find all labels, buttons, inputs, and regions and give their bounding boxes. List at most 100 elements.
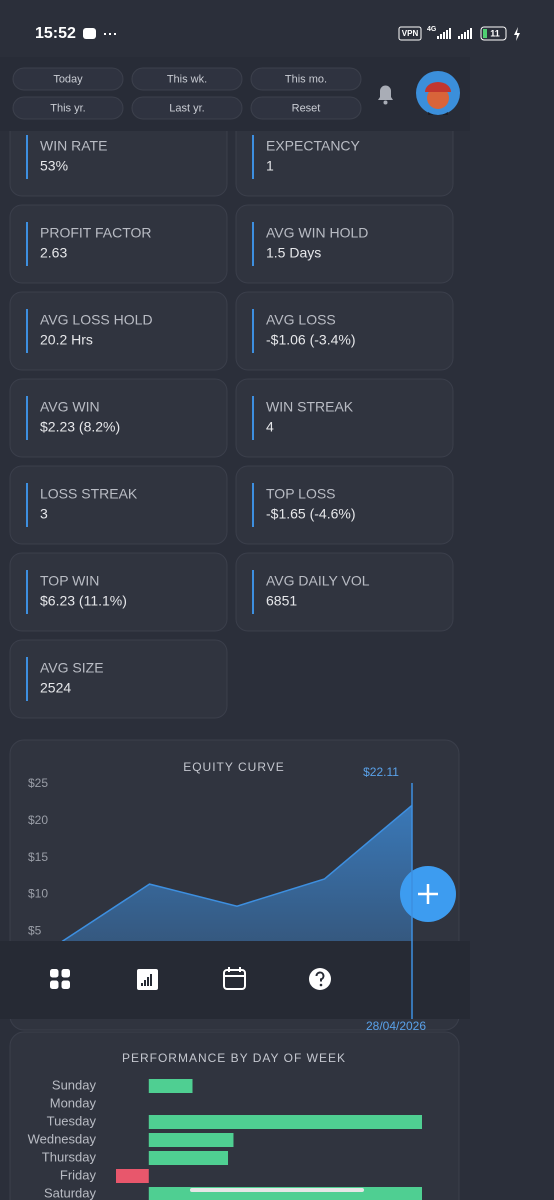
filter-button[interactable]: Reset — [250, 96, 362, 120]
performance-card: PERFORMANCE BY DAY OF WEEK Sunday Monday T… — [9, 1031, 460, 1200]
pill — [250, 96, 362, 120]
pill — [12, 96, 124, 120]
home-indicator — [190, 1188, 364, 1192]
tooltip-date: 28/04/2026 — [366, 1019, 426, 1033]
pill — [250, 67, 362, 91]
stat-value: 1 — [266, 158, 274, 174]
card — [235, 204, 454, 284]
accent-bar — [252, 570, 254, 614]
battery-level — [483, 29, 487, 38]
filter-label: Last yr. — [169, 102, 204, 114]
icon — [61, 969, 70, 978]
y-tick-label: $10 — [28, 887, 48, 901]
accent-bar — [252, 222, 254, 266]
filter-header: Today This wk. This mo. This yr. Last yr. Res… — [0, 57, 470, 131]
stat-card: AVG LOSS HOLD 20.2 Hrs — [9, 291, 228, 371]
card — [9, 465, 228, 545]
filter-label: This yr. — [50, 102, 85, 114]
icon — [50, 969, 59, 978]
stat-label: AVG WIN HOLD — [266, 225, 368, 241]
category-label: Thursday — [42, 1149, 97, 1164]
calendar-tab[interactable] — [223, 967, 246, 990]
stat-value: -$1.65 (-4.6%) — [266, 506, 355, 522]
icon — [141, 974, 152, 986]
filter-button[interactable]: This yr. — [12, 96, 124, 120]
y-tick-label: $5 — [28, 923, 42, 937]
bell-icon — [378, 85, 393, 100]
filter-button[interactable]: Today — [12, 67, 124, 91]
accent-bar — [252, 135, 254, 179]
stat-label: AVG LOSS — [266, 312, 336, 328]
stat-card: AVG DAILY VOL 6851 — [235, 552, 454, 632]
notifications[interactable] — [378, 85, 393, 105]
stat-value: 4 — [266, 419, 274, 435]
chart-tooltip: $22.11 28/04/2026 — [363, 765, 426, 1033]
stat-label: AVG WIN — [40, 399, 100, 415]
category-label: Monday — [50, 1095, 97, 1110]
stat-card: WIN STREAK 4 — [235, 378, 454, 458]
accent-bar — [26, 570, 28, 614]
accent-bar — [26, 135, 28, 179]
network: 4G — [427, 26, 437, 33]
icon — [50, 980, 59, 989]
filter-button[interactable]: This mo. — [250, 67, 362, 91]
icon — [315, 971, 325, 982]
stat-label: WIN RATE — [40, 138, 107, 154]
stat-value: 2524 — [40, 680, 71, 696]
bell-icon — [383, 100, 388, 105]
card — [235, 378, 454, 458]
stat-value: 2.63 — [40, 245, 67, 261]
filter-label: This wk. — [167, 73, 207, 85]
filter-button[interactable]: Last yr. — [131, 96, 243, 120]
avatar-shirt — [428, 112, 448, 115]
battery-percent: 11 — [490, 28, 500, 38]
stat-label: AVG DAILY VOL — [266, 573, 370, 589]
filter-label: This mo. — [285, 73, 327, 85]
dashboard-tab[interactable] — [50, 969, 70, 989]
card — [9, 639, 228, 719]
accent-bar — [252, 396, 254, 440]
chart-title: PERFORMANCE BY DAY OF WEEK — [122, 1051, 346, 1065]
card — [235, 291, 454, 371]
plus-icon — [418, 884, 438, 904]
filter-label: Today — [53, 73, 83, 85]
filter-button[interactable]: This wk. — [131, 67, 243, 91]
stat-value: 3 — [40, 506, 48, 522]
stat-label: EXPECTANCY — [266, 138, 361, 154]
battery — [480, 26, 507, 41]
card — [9, 378, 228, 458]
chart-title: EQUITY CURVE — [183, 760, 285, 774]
vpn-box — [398, 26, 422, 41]
vpn: VPN — [402, 29, 419, 38]
category-label: Wednesday — [28, 1131, 97, 1146]
y-tick-label: $15 — [28, 850, 48, 864]
stats-grid: WIN RATE 53% EXPECTANCY 1 PROFIT FACTOR 2.63 A… — [9, 117, 454, 719]
accent-bar — [252, 483, 254, 527]
filter-label: Reset — [292, 102, 321, 114]
stat-card: AVG SIZE 2524 — [9, 639, 228, 719]
stat-value: -$1.06 (-3.4%) — [266, 332, 355, 348]
icon — [224, 967, 245, 977]
icon — [319, 983, 323, 987]
stat-value: 53% — [40, 158, 68, 174]
stat-card: AVG WIN $2.23 (8.2%) — [9, 378, 228, 458]
bar — [148, 1115, 423, 1129]
bottom-nav — [0, 941, 470, 1019]
icon — [223, 969, 246, 990]
pill — [12, 67, 124, 91]
help-tab[interactable] — [309, 968, 331, 990]
signal-icon — [437, 28, 472, 39]
accent-bar — [26, 396, 28, 440]
bar — [148, 1133, 234, 1147]
avatar-face — [427, 87, 449, 109]
accent-bar — [26, 483, 28, 527]
avatar[interactable] — [416, 71, 460, 115]
stat-value: $6.23 (11.1%) — [40, 593, 127, 609]
add-button[interactable] — [400, 866, 456, 922]
clock: 15:52 — [35, 25, 76, 42]
pill — [131, 96, 243, 120]
category-label: Tuesday — [47, 1113, 97, 1128]
stat-label: AVG SIZE — [40, 660, 104, 676]
accent-bar — [26, 222, 28, 266]
reports-tab[interactable] — [137, 969, 158, 990]
